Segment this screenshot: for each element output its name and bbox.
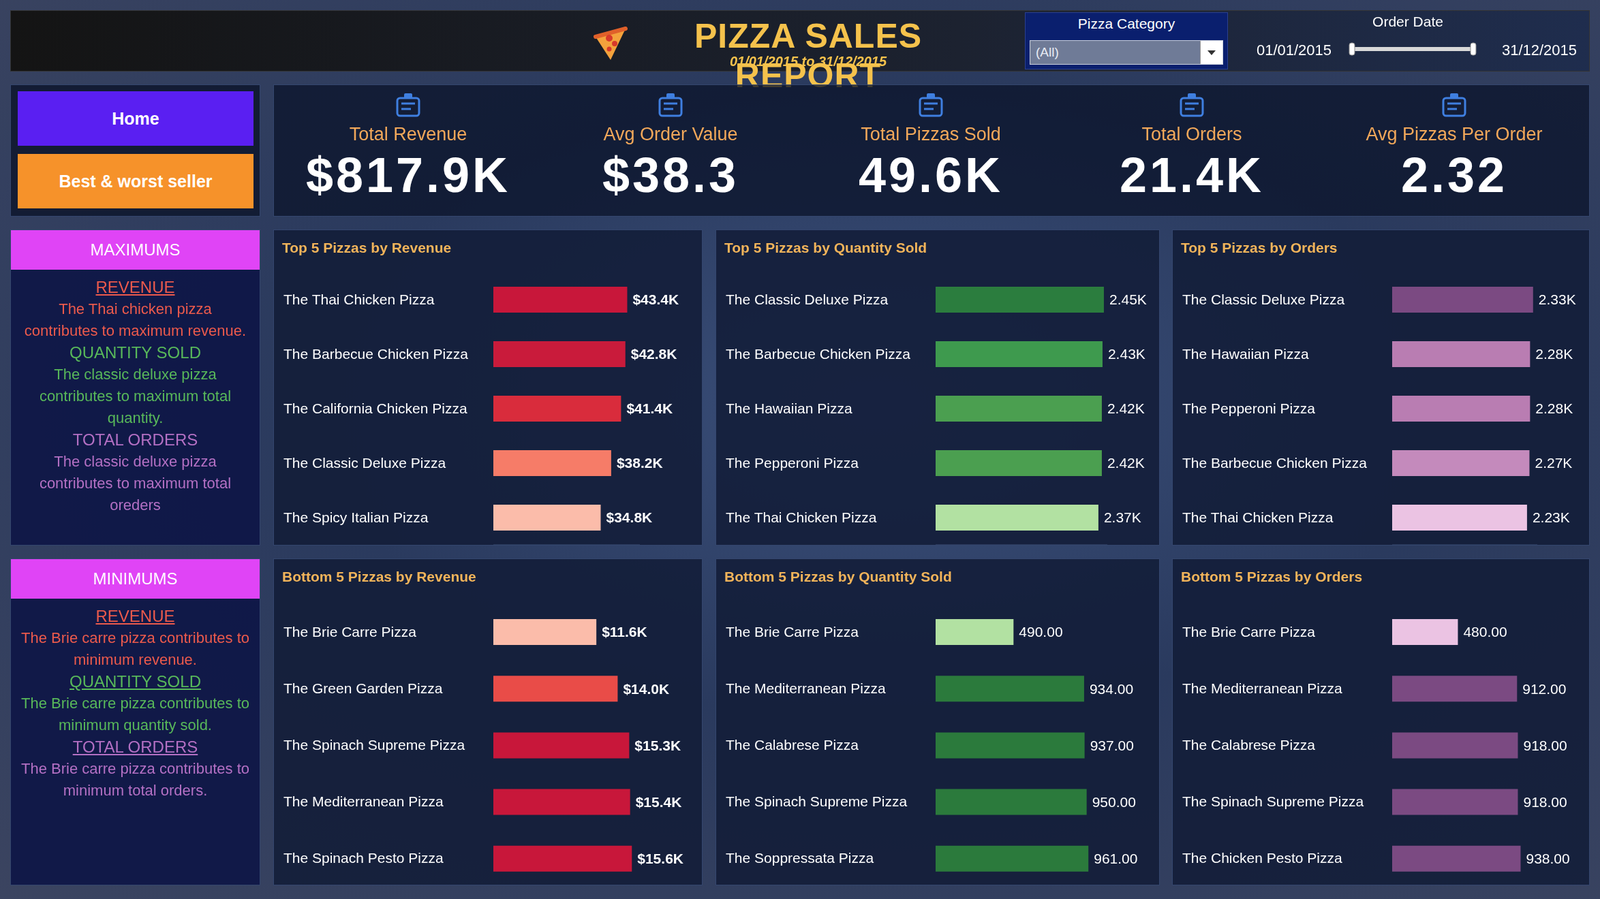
html-text:QUANTITY SOLD: QUANTITY SOLD <box>69 343 202 362</box>
svg-text:The Hawaiian Pizza: The Hawaiian Pizza <box>725 400 853 417</box>
html-text:The Brie carre pizza contribut: The Brie carre pizza contributes to mini… <box>21 760 250 800</box>
svg-text:2.28K: 2.28K <box>1535 400 1573 417</box>
html-text:$38.3: $38.3 <box>602 147 739 203</box>
html-text:The Brie carre pizza contribut: The Brie carre pizza contributes to mini… <box>21 629 250 669</box>
html-text:The classic deluxe pizza contr: The classic deluxe pizza contributes to … <box>39 453 232 514</box>
svg-text:490.00: 490.00 <box>1018 624 1063 640</box>
svg-text:2.43K: 2.43K <box>1108 346 1146 362</box>
svg-text:The Pepperoni Pizza: The Pepperoni Pizza <box>1182 400 1316 417</box>
html-text:Avg Order Value: Avg Order Value <box>603 124 738 145</box>
html-text:Bottom 5 Pizzas by Orders: Bottom 5 Pizzas by Orders <box>1180 568 1363 585</box>
svg-text:The Hawaiian Pizza: The Hawaiian Pizza <box>1182 346 1310 362</box>
svg-text:2.45K: 2.45K <box>1109 291 1147 308</box>
html-text:Bottom 5 Pizzas by Quantity So: Bottom 5 Pizzas by Quantity Sold <box>724 568 952 585</box>
svg-text:$34.8K: $34.8K <box>606 509 653 526</box>
html-text:Top 5 Pizzas by Orders: Top 5 Pizzas by Orders <box>1180 239 1338 256</box>
svg-text:$11.6K: $11.6K <box>601 624 648 640</box>
svg-text:The Pepperoni Pizza: The Pepperoni Pizza <box>725 455 859 471</box>
svg-text:$15.6K: $15.6K <box>637 851 684 867</box>
svg-text:The Spicy Italian Pizza: The Spicy Italian Pizza <box>283 509 429 526</box>
svg-text:2.28K: 2.28K <box>1535 346 1573 362</box>
html-text:$817.9K: $817.9K <box>305 147 511 203</box>
svg-text:934.00: 934.00 <box>1089 681 1134 698</box>
svg-text:918.00: 918.00 <box>1522 737 1567 754</box>
html-text:31/12/2015: 31/12/2015 <box>1501 41 1577 59</box>
svg-text:918.00: 918.00 <box>1522 794 1567 811</box>
svg-text:The Spinach Supreme Pizza: The Spinach Supreme Pizza <box>725 793 907 810</box>
html-text:REVENUE: REVENUE <box>95 607 175 626</box>
html-text:REVENUE: REVENUE <box>95 278 175 297</box>
svg-text:The Mediterranean Pizza: The Mediterranean Pizza <box>1182 680 1343 697</box>
svg-text:The Barbecue Chicken Pizza: The Barbecue Chicken Pizza <box>283 346 469 362</box>
html-text:Total Orders: Total Orders <box>1141 124 1242 145</box>
svg-text:The Classic Deluxe Pizza: The Classic Deluxe Pizza <box>725 291 888 308</box>
svg-text:2.37K: 2.37K <box>1103 509 1142 526</box>
html-text:01/01/2015: 01/01/2015 <box>1256 41 1332 59</box>
svg-text:$43.4K: $43.4K <box>632 291 679 308</box>
html-text:TOTAL ORDERS: TOTAL ORDERS <box>72 430 198 450</box>
svg-text:912.00: 912.00 <box>1522 681 1566 698</box>
html-text:Top 5 Pizzas by Quantity Sold: Top 5 Pizzas by Quantity Sold <box>724 239 927 256</box>
svg-text:The Barbecue Chicken Pizza: The Barbecue Chicken Pizza <box>725 346 911 362</box>
svg-text:The Thai Chicken Pizza: The Thai Chicken Pizza <box>725 509 878 526</box>
html-text:TOTAL ORDERS: TOTAL ORDERS <box>72 737 198 757</box>
html-text:The classic deluxe pizza contr: The classic deluxe pizza contributes to … <box>39 365 232 427</box>
svg-text:950.00: 950.00 <box>1092 794 1136 811</box>
svg-text:2.42K: 2.42K <box>1107 455 1145 471</box>
html-text:Home: Home <box>111 108 160 128</box>
svg-text:The Green Garden Pizza: The Green Garden Pizza <box>283 680 443 697</box>
html-text:PIZZA SALES REPORT: PIZZA SALES REPORT <box>694 17 923 95</box>
svg-text:The Brie Carre Pizza: The Brie Carre Pizza <box>725 624 859 640</box>
svg-text:The Mediterranean Pizza: The Mediterranean Pizza <box>725 680 886 697</box>
svg-text:937.00: 937.00 <box>1090 737 1134 754</box>
svg-text:The Brie Carre Pizza: The Brie Carre Pizza <box>1182 624 1316 640</box>
html-text:QUANTITY SOLD: QUANTITY SOLD <box>69 672 202 691</box>
svg-text:The Spinach Supreme Pizza: The Spinach Supreme Pizza <box>1182 793 1364 810</box>
svg-text:938.00: 938.00 <box>1525 851 1570 867</box>
svg-text:2.33K: 2.33K <box>1538 291 1577 308</box>
svg-text:$42.8K: $42.8K <box>631 346 678 362</box>
svg-text:The Thai Chicken Pizza: The Thai Chicken Pizza <box>1182 509 1334 526</box>
html-text:(All): (All) <box>1035 44 1059 60</box>
html-text:The Thai chicken pizza contrib: The Thai chicken pizza contributes to ma… <box>24 300 247 340</box>
svg-text:The Classic Deluxe Pizza: The Classic Deluxe Pizza <box>283 455 446 471</box>
svg-text:$15.3K: $15.3K <box>634 737 681 754</box>
html-text:Total Pizzas Sold: Total Pizzas Sold <box>860 124 1001 145</box>
svg-text:$14.0K: $14.0K <box>622 681 670 698</box>
html-text:Bottom 5 Pizzas by Revenue: Bottom 5 Pizzas by Revenue <box>282 568 477 585</box>
svg-text:2.27K: 2.27K <box>1534 455 1573 471</box>
svg-text:$38.2K: $38.2K <box>616 455 664 471</box>
svg-text:The Calabrese Pizza: The Calabrese Pizza <box>1182 737 1316 753</box>
svg-text:The Soppressata Pizza: The Soppressata Pizza <box>725 850 874 867</box>
svg-text:The Barbecue Chicken Pizza: The Barbecue Chicken Pizza <box>1182 455 1367 471</box>
html-text:Top 5 Pizzas by Revenue: Top 5 Pizzas by Revenue <box>282 239 452 256</box>
html-text:Total Revenue: Total Revenue <box>349 124 467 145</box>
svg-text:2.23K: 2.23K <box>1532 509 1571 526</box>
svg-text:The Spinach Pesto Pizza: The Spinach Pesto Pizza <box>283 850 444 867</box>
html-text:01/01/2015 to 31/12/2015: 01/01/2015 to 31/12/2015 <box>729 53 887 69</box>
svg-text:The Classic Deluxe Pizza: The Classic Deluxe Pizza <box>1182 291 1345 308</box>
svg-text:$15.4K: $15.4K <box>635 794 683 811</box>
html-text:Best & worst seller: Best & worst seller <box>58 171 213 191</box>
svg-text:The Calabrese Pizza: The Calabrese Pizza <box>725 737 859 753</box>
html-text:MAXIMUMS: MAXIMUMS <box>90 240 181 259</box>
svg-text:The Brie Carre Pizza: The Brie Carre Pizza <box>283 624 417 640</box>
svg-text:The Thai Chicken Pizza: The Thai Chicken Pizza <box>283 291 435 308</box>
svg-text:480.00: 480.00 <box>1463 624 1507 640</box>
html-text:21.4K: 21.4K <box>1119 147 1265 203</box>
svg-text:The Spinach Supreme Pizza: The Spinach Supreme Pizza <box>283 737 465 753</box>
svg-text:The Chicken Pesto Pizza: The Chicken Pesto Pizza <box>1182 850 1343 867</box>
svg-text:The Mediterranean Pizza: The Mediterranean Pizza <box>283 793 444 810</box>
html-text:The Brie carre pizza contribut: The Brie carre pizza contributes to mini… <box>21 695 250 734</box>
html-text:Order Date: Order Date <box>1372 13 1444 30</box>
svg-text:2.42K: 2.42K <box>1107 400 1145 417</box>
html-text:2.32: 2.32 <box>1400 147 1508 203</box>
svg-text:The California Chicken Pizza: The California Chicken Pizza <box>283 400 468 417</box>
html-text:49.6K: 49.6K <box>858 147 1004 203</box>
html-text:Avg Pizzas Per Order: Avg Pizzas Per Order <box>1365 124 1543 145</box>
svg-text:961.00: 961.00 <box>1093 851 1138 867</box>
svg-text:$41.4K: $41.4K <box>626 400 673 417</box>
html-text:Pizza Category: Pizza Category <box>1077 15 1175 32</box>
html-text:MINIMUMS: MINIMUMS <box>93 569 178 589</box>
